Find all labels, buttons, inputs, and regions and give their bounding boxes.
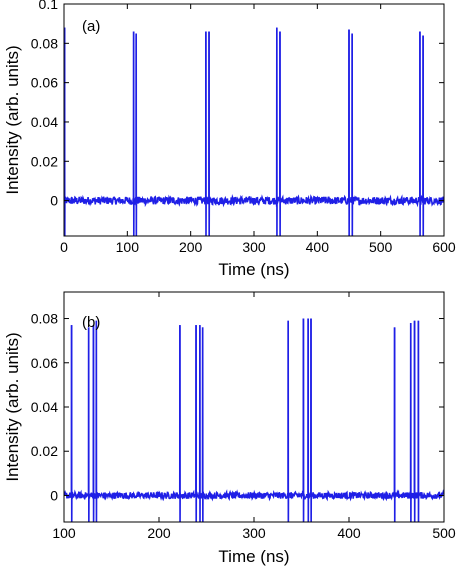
y-tick-label: 0.02 (31, 443, 58, 459)
panel-label: (a) (82, 18, 100, 35)
x-tick-label: 500 (369, 239, 393, 255)
x-axis-label: Time (ns) (218, 547, 289, 566)
chart-panel-0: 0 100 200 300 400 500 600 0 0.02 0.04 0.06 0.08 0.1 T… (3, 0, 456, 279)
y-tick-label: 0.04 (31, 399, 58, 415)
x-tick-label: 400 (337, 525, 361, 541)
y-tick-label: 0 (50, 487, 58, 503)
x-tick-label: 300 (242, 239, 266, 255)
panel-label: (b) (82, 314, 100, 331)
y-tick-label: 0.1 (39, 0, 59, 12)
y-tick-label: 0.08 (31, 35, 58, 51)
x-tick-label: 0 (60, 239, 68, 255)
y-tick-label: 0.08 (31, 311, 58, 327)
x-tick-label: 100 (116, 239, 140, 255)
y-tick-label: 0 (50, 193, 58, 209)
y-tick-label: 0.06 (31, 75, 58, 91)
x-tick-label: 300 (242, 525, 266, 541)
y-tick-label: 0.02 (31, 153, 58, 169)
x-tick-label: 500 (432, 525, 456, 541)
x-tick-label: 400 (306, 239, 330, 255)
x-tick-label: 200 (147, 525, 171, 541)
x-tick-label: 600 (432, 239, 456, 255)
plot-frame (63, 291, 445, 523)
y-tick-label: 0.06 (31, 355, 58, 371)
x-tick-label: 100 (52, 525, 76, 541)
signal-trace (64, 27, 444, 236)
y-axis-label: Intensity (arb. units) (3, 332, 22, 481)
x-axis-label: Time (ns) (218, 260, 289, 279)
x-tick-label: 200 (179, 239, 203, 255)
y-axis-label: Intensity (arb. units) (3, 45, 22, 194)
signal-trace (64, 318, 444, 522)
chart-panel-1: 100 200 300 400 500 0 0.02 0.04 0.06 0.08 Time (ns… (3, 291, 456, 566)
y-tick-label: 0.04 (31, 114, 58, 130)
